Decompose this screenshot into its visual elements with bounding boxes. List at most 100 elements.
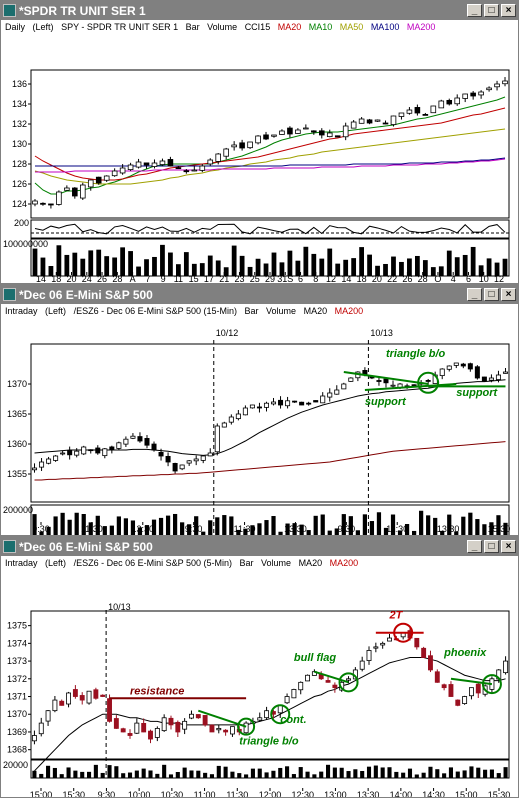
x-tick-label: 17 [204, 274, 214, 283]
window-spy-titlebar[interactable]: *SPDR TR UNIT SER 1 _ □ × [1, 1, 518, 20]
volume-bar [433, 517, 438, 535]
x-tick-label: 9:30 [338, 524, 356, 534]
candle-body [39, 461, 45, 468]
window-es5-titlebar[interactable]: *Dec 06 E-Mini S&P 500 _ □ × [1, 537, 518, 556]
volume-bar [222, 515, 227, 535]
candle-body [462, 696, 468, 704]
volume-bar [353, 769, 358, 778]
minimize-button[interactable]: _ [467, 4, 482, 17]
candle-body [306, 402, 312, 405]
candle-body [470, 92, 476, 97]
close-button[interactable]: × [501, 288, 516, 301]
info-scale: (Left) [45, 558, 67, 568]
double-top-circle [393, 622, 414, 643]
candle-body [247, 141, 253, 149]
candle-body [249, 404, 255, 409]
x-tick-label: 6 [298, 274, 303, 283]
volume-bar [369, 521, 375, 535]
volume-bar [116, 516, 121, 535]
candle-body [468, 687, 474, 697]
volume-bar [95, 515, 100, 535]
volume-bar [380, 767, 385, 778]
candle-body [48, 203, 54, 206]
candle-body [350, 121, 357, 129]
candle-body [151, 162, 158, 167]
window-es15-titlebar[interactable]: *Dec 06 E-Mini S&P 500 _ □ × [1, 285, 518, 304]
candle-body [285, 400, 291, 407]
volume-bar [215, 517, 220, 535]
candle-body [52, 699, 58, 712]
info-ma100: MA100 [370, 22, 400, 32]
volume-bar [207, 255, 213, 276]
y-tick-label: 1370 [7, 709, 27, 719]
phoenix-circle [481, 674, 502, 695]
y-tick-label: 1371 [7, 692, 27, 702]
maximize-button[interactable]: □ [484, 288, 499, 301]
bull-flag-line [314, 670, 349, 684]
window-es-5min: *Dec 06 E-Mini S&P 500 _ □ × Intraday (L… [0, 536, 519, 798]
volume-bar [144, 259, 149, 276]
info-cci: CCI15 [244, 22, 271, 32]
y-tick-label: 1368 [7, 745, 27, 755]
volume-bar [247, 266, 253, 276]
volume-bar [136, 266, 141, 276]
candle-body [453, 362, 459, 366]
volume-bar [74, 512, 79, 535]
candle-body [291, 689, 297, 699]
y-tick-label: 1375 [7, 621, 27, 631]
volume-bar [332, 767, 337, 778]
info-scale: (Left) [45, 306, 67, 316]
volume-bar [32, 770, 37, 778]
volume-panel-frame [30, 504, 510, 535]
candle-body [346, 678, 351, 681]
volume-bar [440, 530, 445, 535]
volume-bar [46, 526, 51, 535]
x-tick-label: 18 [51, 274, 61, 283]
maximize-button[interactable]: □ [484, 540, 499, 553]
window-app-icon [3, 540, 16, 553]
volume-bar [311, 253, 317, 276]
candle-body [425, 380, 431, 382]
volume-bar [53, 516, 58, 535]
candle-body [172, 463, 178, 472]
x-tick-label: 10 [479, 274, 489, 283]
volume-bar [151, 519, 157, 535]
volume-bar [312, 774, 317, 778]
volume-bar [359, 247, 365, 276]
close-button[interactable]: × [501, 4, 516, 17]
volume-bar [73, 770, 78, 778]
volume-bar [183, 252, 189, 276]
volume-bar [390, 514, 396, 535]
volume-bar [88, 522, 93, 535]
x-tick-label: 20 [67, 274, 77, 283]
maximize-button[interactable]: □ [484, 4, 499, 17]
volume-bar [305, 771, 310, 778]
date-marker-label: 10/13 [108, 602, 131, 612]
volume-bar [182, 767, 187, 778]
close-button[interactable]: × [501, 540, 516, 553]
volume-bar [162, 764, 167, 778]
volume-bar [130, 520, 136, 535]
volume-bar [263, 263, 269, 276]
volume-bar [216, 765, 221, 778]
candle-body [154, 728, 160, 738]
volume-bar [271, 252, 277, 276]
volume-bar [383, 263, 388, 276]
volume-bar [494, 262, 500, 276]
volume-bar [93, 764, 98, 778]
volume-bar [469, 766, 474, 778]
cci-line [34, 223, 506, 235]
minimize-button[interactable]: _ [467, 540, 482, 553]
volume-bar [422, 260, 428, 276]
x-tick-label: 15 [189, 274, 199, 283]
minimize-button[interactable]: _ [467, 288, 482, 301]
volume-bar [486, 258, 492, 276]
price-panel-frame [30, 610, 510, 760]
x-tick-label: 9:30 [32, 524, 50, 534]
candle-body [193, 458, 199, 462]
volume-bar [172, 513, 178, 535]
volume-axis-label: 200000 [3, 505, 33, 515]
y-tick-label: 1355 [7, 469, 27, 479]
x-tick-label: 24 [82, 274, 92, 283]
volume-bar [48, 266, 54, 276]
